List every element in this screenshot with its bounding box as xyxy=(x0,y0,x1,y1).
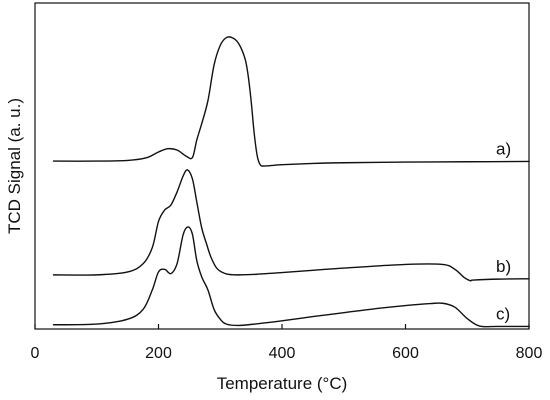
series-labels: a) b) c) xyxy=(496,139,511,323)
y-axis-label: TCD Signal (a. u.) xyxy=(5,98,24,234)
x-ticks: 0 200 400 600 800 xyxy=(31,324,543,362)
x-tick-label: 600 xyxy=(392,345,419,362)
x-axis-label: Temperature (°C) xyxy=(217,374,348,393)
plot-frame xyxy=(34,2,530,330)
x-tick-label: 800 xyxy=(516,345,543,362)
x-tick-label: 200 xyxy=(145,345,172,362)
series-label-1: a) xyxy=(496,139,511,158)
series-label-2: b) xyxy=(496,257,511,276)
series-label-3: c) xyxy=(496,304,510,323)
series-line-3 xyxy=(52,226,530,328)
x-tick-label: 0 xyxy=(31,345,40,362)
series-group xyxy=(52,36,530,328)
series-line-1 xyxy=(52,36,530,167)
x-tick-label: 400 xyxy=(269,345,296,362)
series-line-2 xyxy=(52,169,530,282)
